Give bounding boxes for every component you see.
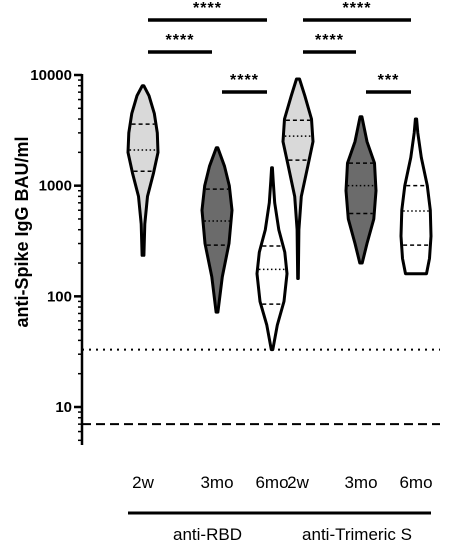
- group-label: anti-Trimeric S: [302, 525, 412, 544]
- violin-3mo: [344, 115, 378, 265]
- category-label: 6mo: [255, 473, 288, 492]
- significance-label: ***: [378, 72, 400, 89]
- category-label: 6mo: [399, 473, 432, 492]
- violin-6mo: [255, 166, 289, 352]
- category-label: 3mo: [200, 473, 233, 492]
- y-tick-label: 10000: [30, 67, 72, 84]
- category-label: 3mo: [344, 473, 377, 492]
- y-axis-title: anti-Spike IgG BAU/ml: [12, 136, 32, 327]
- violin-3mo: [200, 146, 234, 314]
- y-tick-label: 1000: [39, 178, 72, 195]
- category-label: 2w: [287, 473, 309, 492]
- violin-2w: [281, 77, 315, 280]
- category-label: 2w: [132, 473, 154, 492]
- group-label: anti-RBD: [173, 525, 242, 544]
- y-tick-label: 100: [47, 288, 72, 305]
- significance-label: ****: [230, 72, 259, 89]
- significance-label: ****: [166, 32, 195, 49]
- significance-label: ****: [315, 32, 344, 49]
- violin-6mo: [399, 117, 433, 276]
- significance-label: ****: [193, 0, 222, 17]
- significance-label: ****: [343, 0, 372, 17]
- y-tick-label: 10: [55, 399, 72, 416]
